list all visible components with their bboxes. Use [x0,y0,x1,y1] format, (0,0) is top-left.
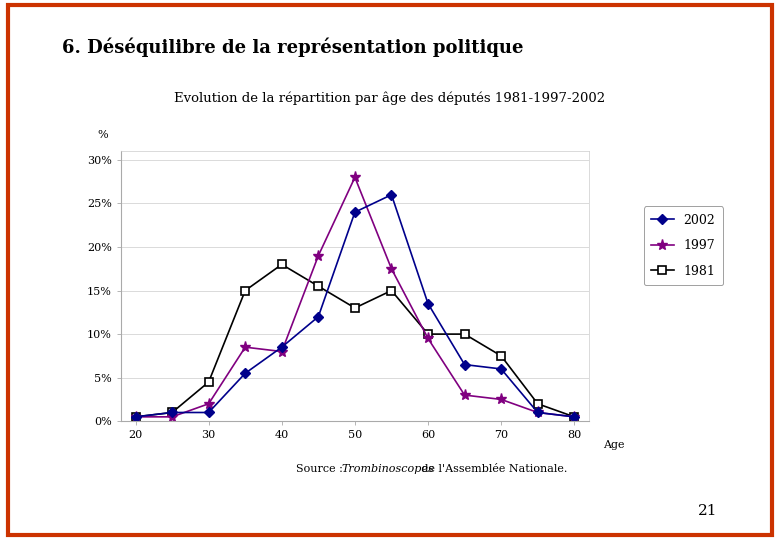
1997 [168,414,177,420]
2002 [460,361,470,368]
2002 [424,300,433,307]
2002 [350,209,360,215]
Text: %: % [98,130,108,140]
1997 [387,266,396,272]
1997 [314,253,323,259]
2002 [168,409,177,416]
1981 [424,331,433,338]
Line: 2002: 2002 [132,191,578,420]
2002 [496,366,505,372]
Text: 6. Déséquilibre de la représentation politique: 6. Déséquilibre de la représentation pol… [62,38,524,57]
1997 [569,414,579,420]
Text: Age: Age [603,440,625,450]
2002 [131,414,140,420]
1997 [240,344,250,350]
Text: Source :: Source : [296,464,347,475]
1997 [424,335,433,342]
2002 [314,313,323,320]
2002 [569,414,579,420]
1997 [131,414,140,420]
1997 [277,348,286,355]
Text: Trombinoscopes: Trombinoscopes [342,464,434,475]
1981 [240,287,250,294]
Text: Evolution de la répartition par âge des députés 1981-1997-2002: Evolution de la répartition par âge des … [175,92,605,105]
Legend: 2002, 1997, 1981: 2002, 1997, 1981 [644,206,723,285]
1997 [204,401,214,407]
2002 [387,192,396,198]
1981 [168,409,177,416]
Line: 1997: 1997 [130,172,580,422]
1997 [460,392,470,399]
1981 [131,414,140,420]
1981 [569,414,579,420]
1997 [533,409,542,416]
2002 [533,409,542,416]
2002 [277,344,286,350]
1981 [350,305,360,311]
1981 [277,261,286,268]
1981 [460,331,470,338]
Text: 21: 21 [698,504,718,518]
1997 [350,174,360,180]
2002 [204,409,214,416]
Text: de l'Assemblée Nationale.: de l'Assemblée Nationale. [418,464,568,475]
1981 [204,379,214,385]
1981 [533,401,542,407]
1981 [314,283,323,289]
Line: 1981: 1981 [131,260,579,421]
2002 [240,370,250,376]
1997 [496,396,505,403]
1981 [496,353,505,359]
1981 [387,287,396,294]
